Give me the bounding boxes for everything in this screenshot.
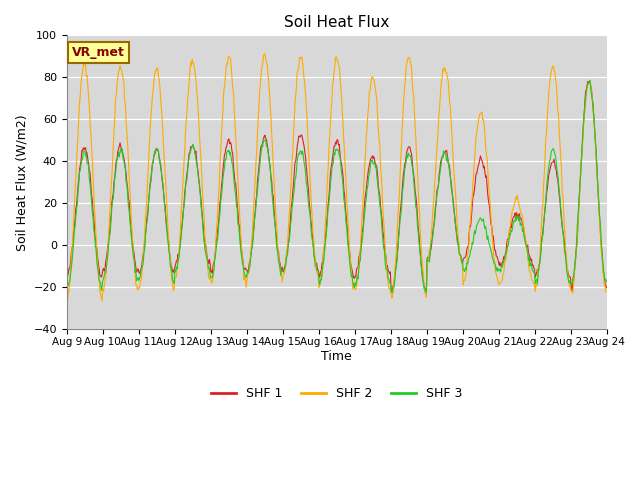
- SHF 3: [403, 152, 411, 157]
- Line: SHF 3: SHF 3: [67, 80, 607, 293]
- SHF 2: [129, 241, 137, 247]
- Line: SHF 2: SHF 2: [67, 54, 607, 301]
- SHF 3: [603, 279, 611, 285]
- SHF 3: [586, 77, 594, 83]
- SHF 2: [73, 159, 81, 165]
- SHF 3: [73, 206, 81, 212]
- SHF 3: [388, 290, 396, 296]
- SHF 2: [212, 231, 220, 237]
- SHF 2: [420, 273, 428, 279]
- SHF 3: [63, 284, 70, 289]
- SHF 1: [419, 274, 426, 280]
- SHF 2: [184, 96, 191, 102]
- SHF 2: [63, 294, 70, 300]
- SHF 3: [183, 178, 191, 183]
- Legend: SHF 1, SHF 2, SHF 3: SHF 1, SHF 2, SHF 3: [206, 383, 467, 406]
- SHF 2: [603, 289, 611, 295]
- SHF 1: [212, 248, 220, 254]
- Text: VR_met: VR_met: [72, 46, 125, 59]
- SHF 1: [403, 148, 411, 154]
- SHF 1: [388, 288, 396, 294]
- SHF 3: [212, 253, 220, 259]
- SHF 1: [603, 285, 611, 290]
- SHF 3: [419, 276, 426, 282]
- SHF 2: [98, 298, 106, 304]
- Y-axis label: Soil Heat Flux (W/m2): Soil Heat Flux (W/m2): [15, 114, 28, 251]
- SHF 3: [128, 243, 136, 249]
- Line: SHF 1: SHF 1: [67, 81, 607, 291]
- SHF 1: [183, 171, 191, 177]
- X-axis label: Time: Time: [321, 350, 352, 363]
- SHF 2: [261, 51, 269, 57]
- SHF 1: [586, 78, 593, 84]
- SHF 1: [63, 273, 70, 279]
- SHF 1: [73, 202, 81, 208]
- SHF 2: [404, 56, 412, 61]
- SHF 1: [128, 235, 136, 240]
- Title: Soil Heat Flux: Soil Heat Flux: [284, 15, 389, 30]
